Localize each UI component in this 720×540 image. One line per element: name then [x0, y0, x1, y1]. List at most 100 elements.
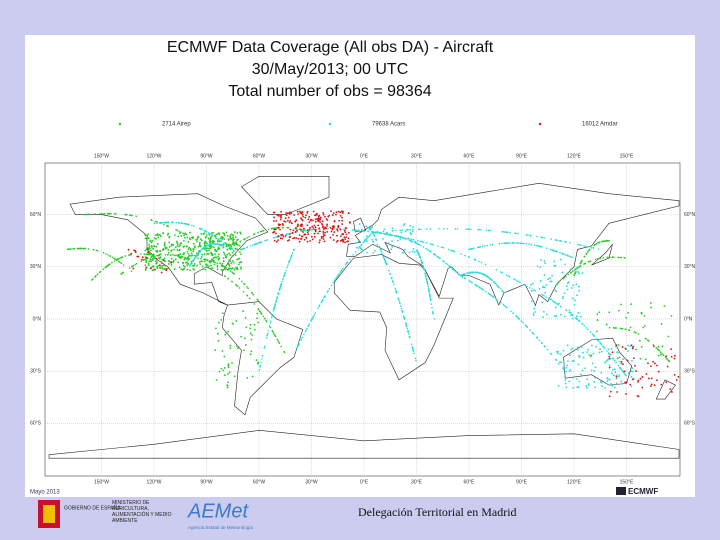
obs-dot: [165, 269, 168, 272]
obs-dot: [187, 248, 190, 251]
obs-dot: [113, 260, 116, 262]
obs-dot: [341, 210, 344, 213]
obs-dot: [238, 277, 241, 280]
obs-dot: [162, 248, 165, 251]
obs-dot: [264, 239, 266, 242]
obs-dot: [227, 244, 230, 247]
obs-dot: [310, 229, 312, 231]
obs-dot: [314, 220, 317, 223]
obs-dot: [581, 369, 584, 372]
obs-dot: [372, 231, 375, 233]
obs-dot: [170, 250, 172, 252]
obs-dot: [565, 285, 568, 288]
obs-dot: [347, 212, 350, 215]
obs-dot: [243, 349, 245, 352]
obs-dot: [543, 259, 546, 262]
obs-dot: [571, 314, 574, 317]
obs-dot: [358, 246, 361, 248]
obs-dot: [423, 268, 425, 270]
obs-dot: [160, 262, 163, 265]
obs-dot: [625, 381, 628, 384]
obs-dot: [414, 357, 417, 360]
obs-dot: [200, 255, 203, 258]
obs-dot: [322, 235, 325, 238]
obs-dot: [168, 241, 171, 244]
obs-dot: [190, 254, 192, 257]
obs-dot: [351, 229, 354, 231]
obs-dot: [226, 386, 229, 389]
obs-dot: [108, 263, 111, 265]
obs-dot: [191, 224, 193, 227]
obs-dot: [428, 292, 431, 295]
obs-dot: [259, 311, 262, 313]
obs-dot: [615, 344, 618, 347]
obs-dot: [302, 215, 305, 218]
obs-dot: [542, 294, 545, 297]
obs-dot: [250, 291, 253, 294]
obs-dot: [673, 354, 676, 357]
obs-dot: [515, 242, 517, 244]
obs-dot: [337, 226, 340, 229]
obs-dot: [344, 241, 346, 244]
obs-dot: [238, 244, 241, 247]
obs-dot: [102, 268, 104, 271]
obs-dot: [533, 244, 536, 247]
obs-dot: [226, 234, 229, 237]
obs-dot: [381, 252, 383, 254]
obs-dot: [200, 249, 202, 252]
obs-dot: [160, 221, 162, 224]
obs-dot: [623, 370, 626, 373]
obs-dot: [492, 280, 495, 283]
obs-dot: [373, 234, 375, 236]
obs-dot: [161, 267, 164, 270]
obs-dot: [501, 230, 504, 233]
obs-dot: [167, 259, 170, 262]
obs-dot: [214, 261, 216, 264]
lon-label-top: 120°E: [567, 153, 581, 159]
obs-dot: [467, 228, 470, 231]
obs-dot: [253, 303, 256, 305]
obs-dot: [196, 238, 199, 240]
obs-dot: [249, 323, 252, 326]
obs-dot: [300, 212, 303, 215]
obs-dot: [509, 231, 511, 234]
obs-dot: [303, 238, 306, 241]
obs-dot: [660, 322, 663, 325]
obs-dot: [186, 236, 189, 239]
obs-dot: [240, 335, 242, 338]
obs-dot: [148, 260, 151, 263]
obs-dot: [620, 380, 623, 383]
obs-dot: [405, 323, 407, 325]
obs-dot: [186, 264, 189, 267]
obs-dot: [383, 257, 386, 260]
obs-dot: [534, 311, 537, 313]
obs-dot: [144, 264, 147, 267]
obs-dot: [125, 213, 128, 216]
obs-dot: [211, 253, 214, 256]
obs-dot: [144, 234, 147, 237]
obs-dot: [470, 248, 472, 250]
obs-dot: [166, 234, 169, 236]
date: Mayo 2013: [30, 490, 60, 496]
ecmwf-logo: ECMWF: [628, 487, 658, 496]
obs-dot: [614, 371, 617, 374]
obs-dot: [282, 235, 285, 238]
obs-dot: [223, 355, 226, 358]
obs-dot: [299, 224, 302, 227]
obs-dot: [407, 237, 409, 240]
obs-dot: [578, 320, 581, 323]
obs-dot: [550, 298, 552, 301]
obs-dot: [160, 266, 163, 269]
obs-dot: [271, 313, 274, 316]
obs-dot: [542, 316, 544, 318]
obs-dot: [631, 378, 634, 381]
obs-dot: [615, 361, 617, 364]
obs-dot: [109, 212, 112, 215]
obs-dot: [228, 264, 231, 267]
obs-dot: [285, 269, 287, 272]
obs-dot: [221, 350, 224, 352]
obs-dot: [573, 304, 576, 306]
obs-dot: [341, 216, 343, 219]
obs-dot: [236, 345, 238, 348]
obs-dot: [608, 256, 610, 259]
